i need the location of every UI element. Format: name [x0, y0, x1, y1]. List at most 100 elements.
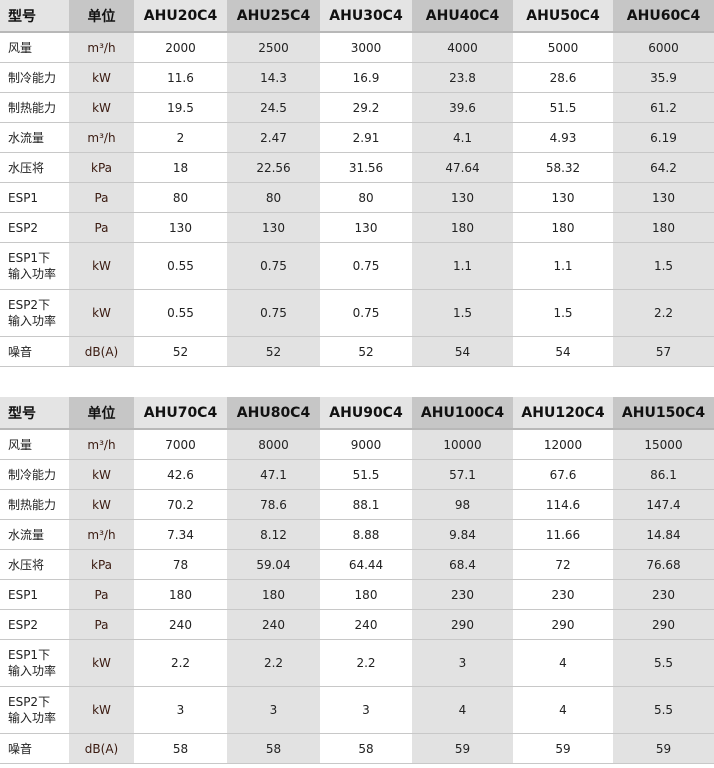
cell-value: 11.6 — [134, 62, 227, 93]
header-model: AHU150C4 — [613, 397, 714, 430]
row-label: 风量 — [0, 32, 69, 63]
row-unit: kW — [69, 289, 134, 337]
header-model: AHU30C4 — [320, 0, 412, 33]
cell-value: 2.2 — [613, 289, 714, 337]
cell-value: 0.75 — [320, 242, 412, 290]
cell-value: 4 — [513, 686, 613, 734]
cell-value: 1.1 — [412, 242, 513, 290]
cell-value: 2.47 — [227, 122, 320, 153]
table-row: 噪音 dB(A) 58 58 58 59 59 59 — [0, 733, 714, 764]
table-row: ESP2下 输入功率 kW 0.55 0.75 0.75 1.5 1.5 2.2 — [0, 289, 714, 337]
header-unit: 单位 — [69, 0, 134, 33]
cell-value: 9.84 — [412, 519, 513, 550]
cell-value: 0.75 — [320, 289, 412, 337]
table-row: ESP1下 输入功率 kW 0.55 0.75 0.75 1.1 1.1 1.5 — [0, 242, 714, 290]
table-row: 水压将 kPa 18 22.56 31.56 47.64 58.32 64.2 — [0, 152, 714, 183]
cell-value: 9000 — [320, 429, 412, 460]
cell-value: 70.2 — [134, 489, 227, 520]
cell-value: 4 — [513, 639, 613, 687]
cell-value: 290 — [613, 609, 714, 640]
header-model: AHU80C4 — [227, 397, 320, 430]
cell-value: 1.1 — [513, 242, 613, 290]
cell-value: 80 — [227, 182, 320, 213]
cell-value: 58 — [134, 733, 227, 764]
cell-value: 3 — [227, 686, 320, 734]
cell-value: 58.32 — [513, 152, 613, 183]
cell-value: 1.5 — [412, 289, 513, 337]
cell-value: 15000 — [613, 429, 714, 460]
cell-value: 54 — [412, 336, 513, 367]
cell-value: 51.5 — [320, 459, 412, 490]
cell-value: 98 — [412, 489, 513, 520]
table-row: ESP2下 输入功率 kW 3 3 3 4 4 5.5 — [0, 686, 714, 734]
cell-value: 61.2 — [613, 92, 714, 123]
row-label: 制热能力 — [0, 489, 69, 520]
row-unit: Pa — [69, 579, 134, 610]
row-label: 水流量 — [0, 519, 69, 550]
cell-value: 3 — [134, 686, 227, 734]
header-model: AHU40C4 — [412, 0, 513, 33]
cell-value: 88.1 — [320, 489, 412, 520]
header-model: AHU70C4 — [134, 397, 227, 430]
table-row: 制冷能力 kW 11.6 14.3 16.9 23.8 28.6 35.9 — [0, 62, 714, 93]
row-label: 噪音 — [0, 733, 69, 764]
row-label: ESP1下 输入功率 — [0, 242, 69, 290]
cell-value: 180 — [320, 579, 412, 610]
cell-value: 0.75 — [227, 242, 320, 290]
cell-value: 0.55 — [134, 289, 227, 337]
row-label: ESP1下 输入功率 — [0, 639, 69, 687]
row-label: ESP2 — [0, 609, 69, 640]
row-label: 水压将 — [0, 152, 69, 183]
cell-value: 8.88 — [320, 519, 412, 550]
row-unit: kW — [69, 489, 134, 520]
row-label: 水压将 — [0, 549, 69, 580]
cell-value: 5000 — [513, 32, 613, 63]
cell-value: 39.6 — [412, 92, 513, 123]
cell-value: 5.5 — [613, 686, 714, 734]
cell-value: 72 — [513, 549, 613, 580]
row-unit: Pa — [69, 609, 134, 640]
table-row: 风量 m³/h 2000 2500 3000 4000 5000 6000 — [0, 32, 714, 63]
header-row: 型号 单位 AHU20C4 AHU25C4 AHU30C4 AHU40C4 AHU50C4 A… — [0, 0, 714, 33]
table-row: 水压将 kPa 78 59.04 64.44 68.4 72 76.68 — [0, 549, 714, 580]
row-label: ESP2下 输入功率 — [0, 686, 69, 734]
row-unit: dB(A) — [69, 336, 134, 367]
cell-value: 42.6 — [134, 459, 227, 490]
header-model-label: 型号 — [0, 0, 69, 33]
table-row: 制热能力 kW 70.2 78.6 88.1 98 114.6 147.4 — [0, 489, 714, 520]
cell-value: 59 — [513, 733, 613, 764]
cell-value: 130 — [134, 212, 227, 243]
cell-value: 180 — [513, 212, 613, 243]
row-unit: kW — [69, 459, 134, 490]
cell-value: 86.1 — [613, 459, 714, 490]
cell-value: 58 — [320, 733, 412, 764]
cell-value: 0.55 — [134, 242, 227, 290]
row-unit: m³/h — [69, 429, 134, 460]
cell-value: 1.5 — [513, 289, 613, 337]
cell-value: 130 — [513, 182, 613, 213]
cell-value: 1.5 — [613, 242, 714, 290]
cell-value: 230 — [513, 579, 613, 610]
spec-table: 型号 单位 AHU20C4 AHU25C4 AHU30C4 AHU40C4 AHU50C4 A… — [0, 0, 714, 367]
cell-value: 2.2 — [134, 639, 227, 687]
cell-value: 3 — [412, 639, 513, 687]
table-row: 制冷能力 kW 42.6 47.1 51.5 57.1 67.6 86.1 — [0, 459, 714, 490]
cell-value: 230 — [613, 579, 714, 610]
cell-value: 0.75 — [227, 289, 320, 337]
cell-value: 240 — [227, 609, 320, 640]
table-row: 噪音 dB(A) 52 52 52 54 54 57 — [0, 336, 714, 367]
cell-value: 80 — [320, 182, 412, 213]
cell-value: 7000 — [134, 429, 227, 460]
cell-value: 130 — [412, 182, 513, 213]
row-unit: kW — [69, 92, 134, 123]
cell-value: 4000 — [412, 32, 513, 63]
cell-value: 78.6 — [227, 489, 320, 520]
row-unit: Pa — [69, 182, 134, 213]
cell-value: 35.9 — [613, 62, 714, 93]
cell-value: 2000 — [134, 32, 227, 63]
row-unit: dB(A) — [69, 733, 134, 764]
row-label: 制冷能力 — [0, 459, 69, 490]
cell-value: 8.12 — [227, 519, 320, 550]
table-row: ESP1 Pa 180 180 180 230 230 230 — [0, 579, 714, 610]
cell-value: 54 — [513, 336, 613, 367]
